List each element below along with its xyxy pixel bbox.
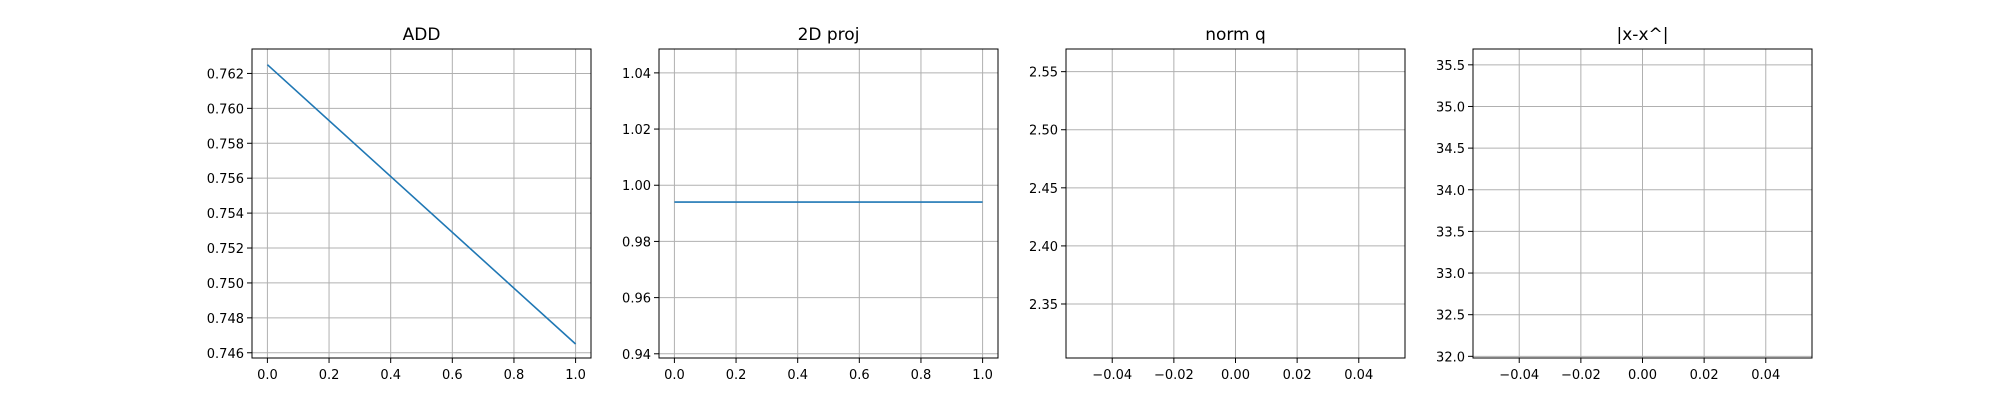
x-tick-label: 0.6 — [442, 368, 463, 383]
x-tick-label: 0.6 — [849, 368, 870, 383]
y-tick-label: 32.5 — [1436, 309, 1465, 324]
x-tick-label: 0.2 — [726, 368, 747, 383]
x-tick-label: 0.00 — [1221, 368, 1250, 383]
chart-panel-2: 0.0 0.2 0.4 0.6 0.8 1.0 0.94 0.96 0.98 1.00 1.02 1.… — [622, 25, 999, 383]
y-tick-label: 0.98 — [622, 235, 651, 250]
y-tick-label: 1.04 — [622, 67, 651, 82]
x-tick-label: 0.04 — [1751, 368, 1780, 383]
y-tick-label: 32.0 — [1436, 350, 1465, 365]
y-tick-label: 34.5 — [1436, 142, 1465, 157]
x-tick-label: 0.4 — [380, 368, 401, 383]
x-tick-label: 0.0 — [664, 368, 685, 383]
x-tick-label: 0.04 — [1344, 368, 1373, 383]
y-tick-label: 1.02 — [622, 123, 651, 138]
y-tick-label: 0.752 — [207, 242, 244, 257]
y-tick-label: 0.748 — [207, 312, 244, 327]
y-tick-label: 34.0 — [1436, 184, 1465, 199]
chart-panel-3: −0.04 −0.02 0.00 0.02 0.04 2.35 2.40 2.45 2.50 2.… — [1029, 25, 1406, 383]
x-tick-label: 0.00 — [1628, 368, 1657, 383]
y-tick-label: 33.0 — [1436, 267, 1465, 282]
x-tick-label: 1.0 — [972, 368, 993, 383]
y-tick-label: 35.0 — [1436, 100, 1465, 115]
x-tick-label: 0.4 — [787, 368, 808, 383]
chart-title: 2D proj — [798, 25, 860, 45]
x-tick-label: 0.02 — [1690, 368, 1719, 383]
y-tick-label: 33.5 — [1436, 225, 1465, 240]
chart-panel-4: −0.04 −0.02 0.00 0.02 0.04 32.0 32.5 33.0 33.5 34… — [1436, 25, 1813, 383]
plot-area-frame — [658, 48, 999, 359]
y-tick-label: 0.754 — [207, 207, 244, 222]
x-tick-label: 0.8 — [911, 368, 932, 383]
x-tick-label: 0.02 — [1283, 368, 1312, 383]
y-tick-label: 2.40 — [1029, 240, 1058, 255]
y-tick-label: 0.758 — [207, 137, 244, 152]
y-tick-label: 0.756 — [207, 172, 244, 187]
y-tick-label: 2.35 — [1029, 298, 1058, 313]
plot-area-frame — [251, 48, 592, 359]
y-tick-label: 0.96 — [622, 292, 651, 307]
x-tick-label: 1.0 — [565, 368, 586, 383]
x-tick-label: 0.0 — [257, 368, 278, 383]
y-tick-label: 0.746 — [207, 347, 244, 362]
chart-panel-1: 0.0 0.2 0.4 0.6 0.8 1.0 0.746 0.748 0.750 0.752 0.… — [207, 25, 592, 383]
y-tick-label: 0.760 — [207, 102, 244, 117]
x-tick-label: −0.04 — [1092, 368, 1132, 383]
x-tick-label: 0.8 — [504, 368, 525, 383]
chart-title: ADD — [403, 25, 441, 45]
chart-title: |x-x^| — [1617, 25, 1669, 45]
y-tick-label: 0.750 — [207, 277, 244, 292]
y-tick-label: 1.00 — [622, 179, 651, 194]
x-tick-label: 0.2 — [319, 368, 340, 383]
y-tick-label: 0.94 — [622, 348, 651, 363]
y-tick-label: 2.45 — [1029, 182, 1058, 197]
y-tick-label: 35.5 — [1436, 59, 1465, 74]
x-tick-label: −0.02 — [1154, 368, 1194, 383]
chart-title: norm q — [1205, 25, 1266, 45]
x-tick-label: −0.04 — [1499, 368, 1539, 383]
y-tick-label: 2.50 — [1029, 124, 1058, 139]
y-tick-label: 0.762 — [207, 67, 244, 82]
x-tick-label: −0.02 — [1561, 368, 1601, 383]
y-tick-label: 2.55 — [1029, 66, 1058, 81]
series-line-1 — [266, 64, 577, 345]
